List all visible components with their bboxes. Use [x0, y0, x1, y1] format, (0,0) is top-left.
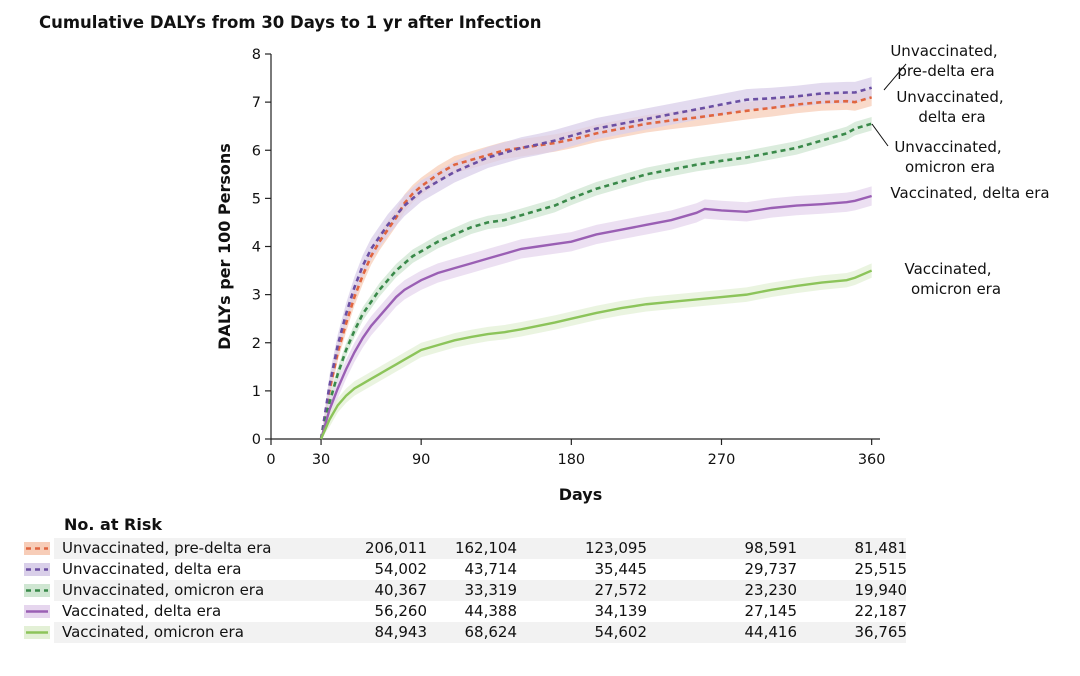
risk-row-label: Unvaccinated, omicron era	[62, 581, 265, 599]
risk-value: 206,011	[364, 539, 427, 557]
risk-row: Unvaccinated, omicron era 40,367 33,319 27,…	[22, 580, 912, 601]
legend-swatch	[24, 542, 50, 555]
line-chart: 0 1 2 3 4 5 6 7 8 0 30 90 180 270 360 Days DALYs per 100…	[215, 42, 1050, 504]
y-tick-label: 3	[252, 288, 261, 304]
risk-value: 35,445	[594, 560, 648, 578]
risk-value: 23,230	[744, 581, 798, 599]
series-label: Unvaccinated,	[894, 138, 1001, 156]
risk-row: Vaccinated, omicron era 84,943 68,624 54,60…	[22, 622, 912, 643]
risk-row-background	[54, 580, 906, 601]
risk-value: 54,602	[594, 623, 648, 641]
risk-value: 33,319	[464, 581, 518, 599]
risk-value: 19,940	[854, 581, 908, 599]
risk-value: 25,515	[854, 560, 908, 578]
risk-value: 34,139	[594, 602, 648, 620]
confidence-band	[321, 117, 872, 439]
risk-table-heading: No. at Risk	[64, 515, 163, 534]
label-leader-line	[883, 63, 907, 91]
risk-value: 123,095	[584, 539, 647, 557]
x-tick-label: 270	[708, 452, 736, 468]
y-tick-label: 6	[252, 143, 261, 159]
series-line	[319, 269, 873, 440]
risk-row-background	[54, 622, 906, 643]
y-axis-label: DALYs per 100 Persons	[215, 143, 234, 350]
risk-value: 44,416	[744, 623, 798, 641]
series-label: pre-delta era	[897, 62, 994, 80]
risk-value: 162,104	[454, 539, 517, 557]
risk-row-label: Unvaccinated, delta era	[62, 560, 242, 578]
series-line	[319, 96, 873, 440]
risk-value: 27,572	[594, 581, 648, 599]
risk-value: 27,145	[744, 602, 798, 620]
label-leader-line	[871, 123, 889, 147]
legend-swatch	[24, 605, 50, 618]
risk-table: No. at Risk Unvaccinated, pre-delta era 2…	[22, 515, 912, 643]
series-line	[319, 122, 873, 440]
x-axis-label: Days	[559, 485, 603, 504]
x-tick-label: 30	[312, 452, 330, 468]
series-label: Vaccinated,	[904, 260, 991, 278]
risk-value: 68,624	[464, 623, 518, 641]
legend-swatch	[24, 584, 50, 597]
risk-value: 84,943	[374, 623, 428, 641]
series-line	[319, 86, 873, 440]
confidence-band	[321, 263, 872, 439]
risk-row-label: Vaccinated, omicron era	[62, 623, 244, 641]
confidence-band	[321, 77, 872, 439]
x-tick-label: 90	[412, 452, 430, 468]
x-tick-label: 360	[858, 452, 886, 468]
chart-title: Cumulative DALYs from 30 Days to 1 yr af…	[39, 13, 542, 32]
series-label: omicron era	[911, 280, 1001, 298]
series-label: Vaccinated, delta era	[890, 184, 1049, 202]
legend-swatch	[24, 563, 50, 576]
risk-row-background	[54, 538, 906, 559]
series-label: Unvaccinated,	[896, 88, 1003, 106]
risk-value: 22,187	[854, 602, 908, 620]
risk-row: Unvaccinated, delta era 54,002 43,714 35,44…	[22, 559, 912, 580]
y-tick-label: 2	[252, 336, 261, 352]
y-tick-label: 7	[252, 95, 261, 111]
series-label: omicron era	[905, 158, 995, 176]
series-label: delta era	[918, 108, 985, 126]
risk-value: 29,737	[744, 560, 798, 578]
series-line	[319, 194, 872, 440]
series-label: Unvaccinated,	[890, 42, 997, 60]
risk-value: 44,388	[464, 602, 518, 620]
y-tick-label: 0	[252, 432, 261, 448]
risk-row-label: Unvaccinated, pre-delta era	[62, 539, 272, 557]
risk-row: Unvaccinated, pre-delta era 206,011 162,10…	[22, 538, 912, 559]
x-tick-label: 180	[557, 452, 585, 468]
confidence-band	[321, 186, 872, 439]
x-tick-label: 0	[266, 452, 275, 468]
risk-row: Vaccinated, delta era 56,260 44,388 34,139 2…	[22, 601, 912, 622]
risk-value: 98,591	[744, 539, 798, 557]
y-tick-label: 1	[252, 384, 261, 400]
y-tick-label: 5	[252, 191, 261, 207]
risk-value: 54,002	[374, 560, 428, 578]
y-tick-label: 4	[252, 240, 261, 256]
y-tick-label: 8	[252, 47, 261, 63]
risk-row-label: Vaccinated, delta era	[62, 602, 222, 620]
risk-value: 43,714	[464, 560, 518, 578]
risk-value: 81,481	[854, 539, 908, 557]
risk-value: 36,765	[854, 623, 908, 641]
legend-swatch	[24, 626, 50, 639]
risk-value: 40,367	[374, 581, 428, 599]
risk-value: 56,260	[374, 602, 428, 620]
